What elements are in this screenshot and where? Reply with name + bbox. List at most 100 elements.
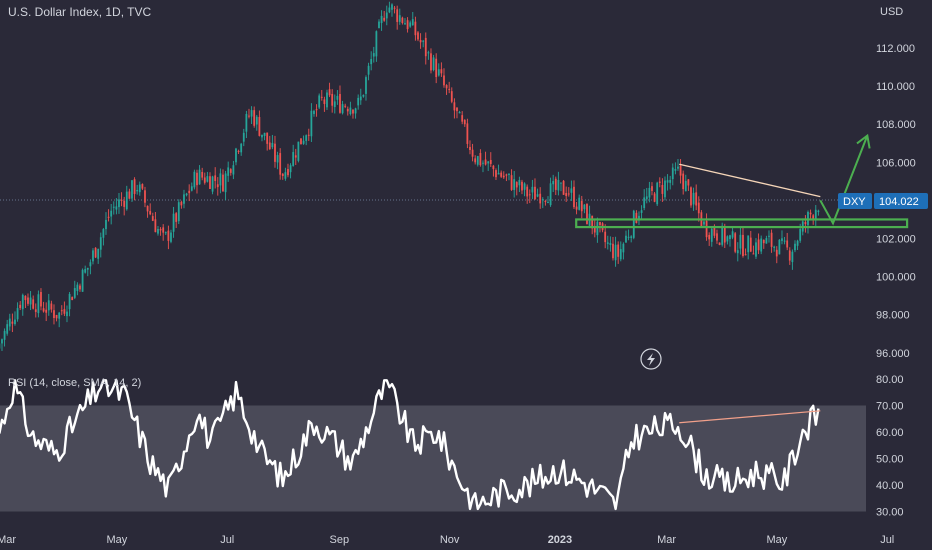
time-tick-label: Sep bbox=[330, 534, 350, 546]
candle-body bbox=[661, 184, 664, 194]
candle-body bbox=[440, 69, 443, 74]
candle-body bbox=[788, 250, 791, 261]
candle-body bbox=[586, 203, 588, 225]
candle-body bbox=[255, 116, 258, 125]
candle-body bbox=[495, 170, 497, 178]
candle-body bbox=[669, 179, 672, 183]
candle-body bbox=[640, 210, 643, 213]
rsi-tick-label: 70.00 bbox=[876, 401, 904, 413]
candle-body bbox=[89, 262, 92, 267]
rsi-label: RSI (14, close, SMA, 14, 2) bbox=[8, 377, 141, 389]
candle-body bbox=[154, 219, 157, 233]
candle-body bbox=[775, 249, 778, 257]
candle-body bbox=[245, 113, 248, 132]
candle-body bbox=[357, 97, 360, 106]
candle-body bbox=[352, 109, 354, 114]
candle-body bbox=[500, 172, 503, 177]
candle-body bbox=[37, 294, 40, 314]
candle-body bbox=[58, 312, 61, 319]
candle-body bbox=[729, 235, 731, 240]
candle-body bbox=[705, 220, 708, 238]
candle-body bbox=[411, 19, 414, 26]
candle-body bbox=[697, 202, 700, 214]
candle-body bbox=[609, 243, 612, 245]
rsi-line bbox=[0, 379, 820, 511]
candle-body bbox=[591, 215, 594, 229]
candle-body bbox=[703, 221, 705, 225]
candle-body bbox=[307, 134, 310, 136]
candle-body bbox=[768, 235, 770, 237]
candle-body bbox=[583, 204, 586, 210]
candle-body bbox=[664, 180, 666, 198]
candle-body bbox=[248, 115, 250, 117]
candle-body bbox=[201, 171, 204, 178]
candle-body bbox=[279, 153, 282, 175]
candle-body bbox=[349, 107, 352, 115]
candle-body bbox=[713, 225, 716, 236]
candle-body bbox=[157, 229, 159, 234]
candle-body bbox=[757, 239, 760, 251]
candle-body bbox=[734, 233, 737, 252]
candle-body bbox=[658, 181, 661, 183]
price-tick-label: 98.000 bbox=[876, 310, 910, 322]
candle-body bbox=[742, 234, 744, 256]
candle-body bbox=[677, 166, 679, 169]
candle-body bbox=[502, 175, 505, 178]
candle-body bbox=[508, 173, 510, 175]
candle-body bbox=[437, 69, 440, 76]
candle-body bbox=[222, 174, 224, 192]
axis-layer: 112.000110.000108.000106.000104.000102.0… bbox=[0, 43, 916, 546]
candle-body bbox=[128, 191, 131, 199]
candle-body bbox=[435, 58, 438, 78]
candle-body bbox=[55, 314, 58, 319]
candle-body bbox=[8, 318, 11, 327]
candle-body bbox=[32, 299, 35, 309]
candle-body bbox=[211, 176, 214, 192]
candle-body bbox=[346, 108, 349, 112]
candle-body bbox=[323, 99, 326, 104]
candle-body bbox=[656, 182, 659, 205]
candle-body bbox=[167, 230, 170, 241]
candle-body bbox=[66, 311, 68, 317]
candle-body bbox=[448, 88, 451, 90]
candle-body bbox=[318, 95, 321, 108]
candle-body bbox=[331, 93, 334, 106]
candle-body bbox=[643, 197, 646, 209]
candle-body bbox=[469, 146, 471, 151]
candle-body bbox=[203, 177, 206, 183]
candle-body bbox=[534, 186, 536, 200]
candle-body bbox=[762, 239, 765, 244]
candle-body bbox=[679, 165, 682, 176]
candle-body bbox=[240, 143, 243, 153]
candle-body bbox=[414, 21, 417, 36]
candle-body bbox=[151, 216, 154, 221]
candle-body bbox=[235, 148, 237, 163]
candle-body bbox=[606, 242, 609, 244]
candle-body bbox=[627, 236, 630, 238]
price-badge[interactable]: DXY 104.022 bbox=[838, 193, 928, 209]
candle-body bbox=[302, 140, 305, 144]
time-tick-label: Mar bbox=[657, 534, 676, 546]
candle-body bbox=[115, 206, 118, 210]
candle-body bbox=[164, 232, 167, 234]
rsi-band-layer bbox=[0, 405, 866, 512]
candle-body bbox=[258, 117, 261, 136]
candle-body bbox=[653, 193, 656, 202]
lightning-icon[interactable] bbox=[640, 348, 662, 370]
candle-body bbox=[773, 246, 776, 248]
candle-body bbox=[487, 161, 490, 164]
candle-body bbox=[263, 132, 266, 136]
candle-body bbox=[625, 235, 627, 243]
candle-body bbox=[289, 165, 292, 173]
candle-body bbox=[19, 304, 22, 309]
candle-body bbox=[313, 110, 315, 114]
candle-body bbox=[271, 142, 274, 148]
candle-body bbox=[781, 238, 783, 241]
projection-arrow-head bbox=[856, 133, 871, 149]
candle-body bbox=[463, 119, 466, 125]
candle-body bbox=[125, 191, 128, 210]
candle-body bbox=[367, 65, 370, 75]
candle-body bbox=[562, 180, 565, 195]
candle-body bbox=[513, 179, 516, 190]
